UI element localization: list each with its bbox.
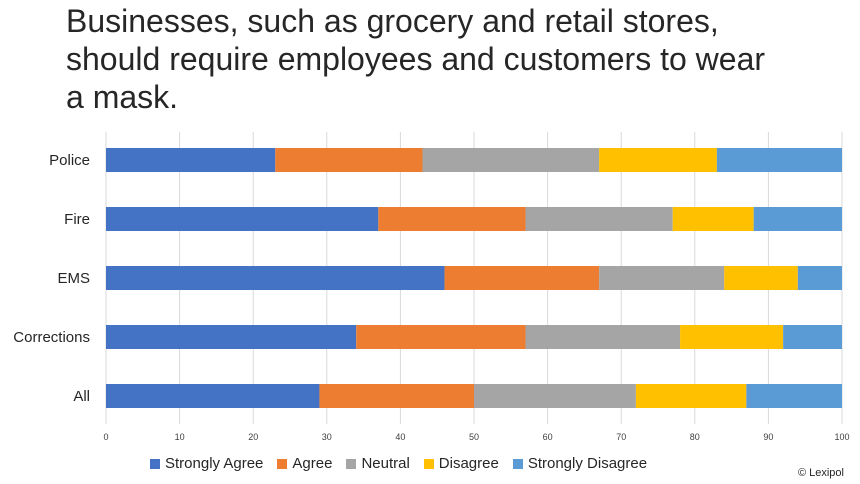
bar-all-strongly-disagree	[746, 384, 842, 408]
legend-label: Strongly Agree	[165, 455, 264, 472]
bar-corrections-disagree	[680, 325, 784, 349]
legend-item-agree: Agree	[277, 455, 332, 472]
legend-label: Disagree	[438, 455, 499, 472]
category-label-ems: EMS	[57, 270, 90, 287]
category-label-all: All	[73, 388, 90, 405]
legend-swatch	[346, 458, 357, 469]
legend-item-strongly-agree: Strongly Agree	[150, 455, 263, 472]
x-axis-ticks: 0 10 20 30 40 50 60 70 80 90 100	[103, 432, 849, 442]
category-label-police: Police	[49, 152, 90, 169]
bar-police-neutral	[422, 148, 600, 172]
bar-corrections-strongly-disagree	[783, 325, 842, 349]
x-tick-label: 70	[616, 432, 626, 442]
chart-title-line-2: should require employees and customers t…	[66, 41, 766, 77]
x-tick-label: 50	[469, 432, 479, 442]
x-tick-label: 80	[690, 432, 700, 442]
legend-label: Strongly Disagree	[527, 455, 648, 472]
bar-fire-agree	[378, 207, 526, 231]
legend-label: Neutral	[361, 455, 410, 472]
bar-corrections-agree	[356, 325, 526, 349]
x-tick-label: 0	[103, 432, 108, 442]
legend-swatch	[423, 458, 434, 469]
category-labels: Police Fire EMS Corrections All	[13, 152, 90, 405]
legend-swatch	[150, 458, 160, 469]
category-label-fire: Fire	[64, 211, 90, 228]
bar-police-disagree	[599, 148, 717, 172]
bar-ems-disagree	[724, 266, 798, 290]
chart-title-line-1: Businesses, such as grocery and retail s…	[66, 3, 719, 39]
bar-fire-neutral	[525, 207, 673, 231]
legend-item-strongly-disagree: Strongly Disagree	[512, 455, 648, 472]
chart-title: Businesses, such as grocery and retail s…	[66, 2, 846, 116]
bars	[106, 148, 842, 408]
bar-ems-neutral	[599, 266, 725, 290]
category-label-corrections: Corrections	[13, 329, 90, 346]
bar-corrections-neutral	[525, 325, 681, 349]
x-tick-label: 90	[763, 432, 773, 442]
x-tick-label: 20	[248, 432, 258, 442]
x-tick-label: 100	[834, 432, 849, 442]
bar-police-strongly-agree	[106, 148, 276, 172]
bar-ems-strongly-agree	[106, 266, 445, 290]
x-tick-label: 40	[395, 432, 405, 442]
bar-corrections-strongly-agree	[106, 325, 357, 349]
legend-swatch	[512, 458, 523, 469]
bar-ems-agree	[444, 266, 600, 290]
bar-fire-strongly-disagree	[753, 207, 842, 231]
legend-item-disagree: Disagree	[423, 455, 499, 472]
legend-label: Agree	[292, 455, 333, 472]
x-tick-label: 60	[543, 432, 553, 442]
bar-fire-disagree	[672, 207, 754, 231]
bar-all-strongly-agree	[106, 384, 320, 408]
legend-item-neutral: Neutral	[346, 455, 410, 472]
bar-all-neutral	[474, 384, 636, 408]
legend: Strongly Agree Agree Neutral Disagree Strong…	[150, 455, 661, 472]
copyright-notice: © Lexipol	[797, 467, 844, 479]
bar-police-agree	[275, 148, 423, 172]
x-tick-label: 30	[322, 432, 332, 442]
bar-ems-strongly-disagree	[797, 266, 842, 290]
bar-police-strongly-disagree	[716, 148, 842, 172]
x-tick-label: 10	[175, 432, 185, 442]
legend-swatch	[277, 458, 288, 469]
bar-fire-strongly-agree	[106, 207, 379, 231]
bar-all-agree	[319, 384, 474, 408]
bar-all-disagree	[635, 384, 747, 408]
chart-title-line-3: a mask.	[66, 79, 179, 115]
